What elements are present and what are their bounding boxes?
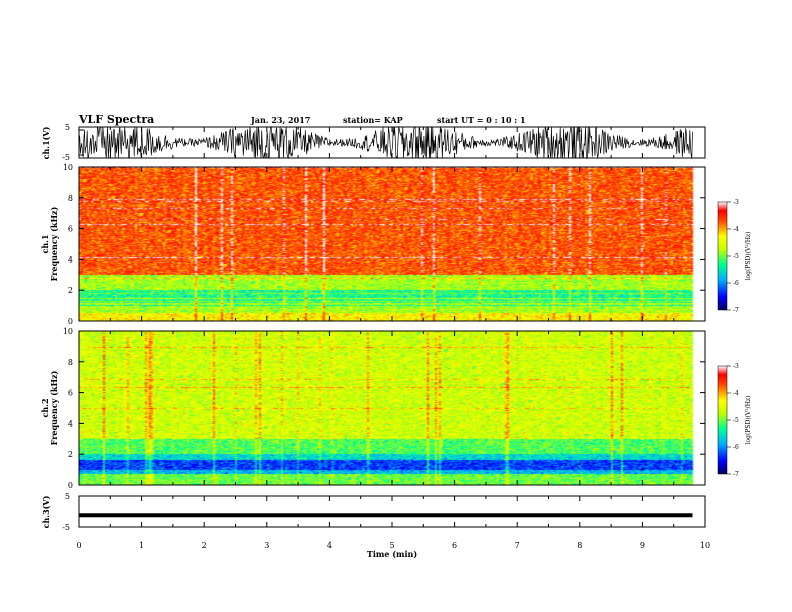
xtick-label: 0 bbox=[76, 541, 81, 550]
ytick-label: 10 bbox=[63, 327, 73, 336]
colorbar-tick-label: -4 bbox=[733, 226, 739, 233]
colorbar-tick-label: -5 bbox=[733, 253, 739, 260]
xtick-label: 4 bbox=[327, 541, 332, 550]
ytick-label: 2 bbox=[68, 286, 73, 295]
ch1-colorbar-gradient bbox=[717, 201, 728, 311]
xtick-label: 9 bbox=[640, 541, 645, 550]
ch3-waveform-panel: 5 -5 ch.3(V) bbox=[41, 492, 706, 532]
ch3-waveform-frame bbox=[78, 495, 706, 528]
xtick-label: 8 bbox=[577, 541, 582, 550]
xtick-label: 1 bbox=[139, 541, 144, 550]
ch1-spectrogram-ylabel-freq: Frequency (kHz) bbox=[49, 206, 59, 281]
ch1-spectrogram-panel: 0 2 4 6 8 10 ch.1 Frequency (kHz) bbox=[40, 163, 706, 326]
ytick-label: 2 bbox=[68, 450, 73, 459]
ch1-spectrogram-image bbox=[79, 167, 705, 321]
station-label: station= KAP bbox=[343, 115, 403, 125]
ytick-label: 8 bbox=[68, 194, 73, 203]
colorbar-tick-label: -3 bbox=[733, 199, 739, 206]
colorbar-tick-label: -4 bbox=[733, 390, 739, 397]
ch1-yticks: 0 2 4 6 8 10 bbox=[63, 163, 705, 326]
ch1-waveform-line bbox=[78, 125, 693, 160]
xtick-label: 7 bbox=[515, 541, 520, 550]
ch1-colorbar: -3 -4 -5 -6 -7 log(PSD)(V²/Hz) bbox=[717, 199, 752, 314]
colorbar-tick-label: -5 bbox=[733, 417, 739, 424]
ytick-label: 10 bbox=[63, 163, 73, 172]
ch2-colorbar-ticks: -3 -4 -5 -6 -7 bbox=[727, 363, 739, 478]
ytick-label: 8 bbox=[68, 358, 73, 367]
ch2-colorbar-gradient bbox=[717, 365, 728, 475]
xtick-label: 5 bbox=[389, 541, 394, 550]
ch2-spectrogram-ylabel-freq: Frequency (kHz) bbox=[49, 370, 59, 445]
colorbar-tick-label: -6 bbox=[733, 280, 739, 287]
xtick-label: 2 bbox=[202, 541, 207, 550]
ch1-spectrogram-ylabel-ch: ch.1 bbox=[40, 234, 50, 253]
colorbar-tick-label: -3 bbox=[733, 363, 739, 370]
ch3-ytick-top: 5 bbox=[65, 492, 70, 501]
figure-title: VLF Spectra bbox=[78, 113, 154, 126]
ch1-ytick-bottom: -5 bbox=[62, 153, 70, 162]
colorbar-tick-label: -6 bbox=[733, 444, 739, 451]
colorbar-tick-label: -7 bbox=[733, 471, 739, 478]
ytick-label: 6 bbox=[68, 389, 73, 398]
ytick-label: 6 bbox=[68, 225, 73, 234]
ch2-spectrogram-panel: 0 2 4 6 8 10 ch.2 Frequency (kHz) bbox=[40, 327, 706, 490]
ch1-waveform-panel: 5 -5 ch.1(V) bbox=[41, 123, 706, 162]
ch2-spectrogram-ylabel-ch: ch.2 bbox=[40, 398, 50, 417]
xtick-label: 6 bbox=[452, 541, 457, 550]
ch1-waveform-ylabel: ch.1(V) bbox=[41, 126, 51, 159]
ch2-colorbar: -3 -4 -5 -6 -7 log(PSD)(V²/Hz) bbox=[717, 363, 752, 478]
ytick-label: 4 bbox=[68, 419, 73, 428]
xtick-label: 3 bbox=[264, 541, 269, 550]
time-axis-label: Time (min) bbox=[367, 549, 417, 559]
ch1-colorbar-label: log(PSD)(V²/Hz) bbox=[745, 232, 752, 281]
ytick-label: 0 bbox=[68, 481, 73, 490]
ch1-ytick-top: 5 bbox=[65, 123, 70, 132]
ch3-ytick-bottom: -5 bbox=[62, 523, 70, 532]
start-time-label: start UT = 0 : 10 : 1 bbox=[437, 115, 526, 125]
ch3-waveform-ylabel: ch.3(V) bbox=[41, 495, 51, 528]
ch1-colorbar-ticks: -3 -4 -5 -6 -7 bbox=[727, 199, 739, 314]
colorbar-tick-label: -7 bbox=[733, 307, 739, 314]
date-label: Jan. 23, 2017 bbox=[250, 115, 310, 125]
ch2-spectrogram-image bbox=[79, 331, 705, 485]
ch2-yticks: 0 2 4 6 8 10 bbox=[63, 327, 705, 490]
xtick-label: 10 bbox=[700, 541, 710, 550]
ytick-label: 4 bbox=[68, 255, 73, 264]
time-axis: 0 1 2 3 4 5 6 7 8 9 10 bbox=[76, 127, 710, 550]
ch2-colorbar-label: log(PSD)(V²/Hz) bbox=[745, 396, 752, 445]
ytick-label: 0 bbox=[68, 317, 73, 326]
